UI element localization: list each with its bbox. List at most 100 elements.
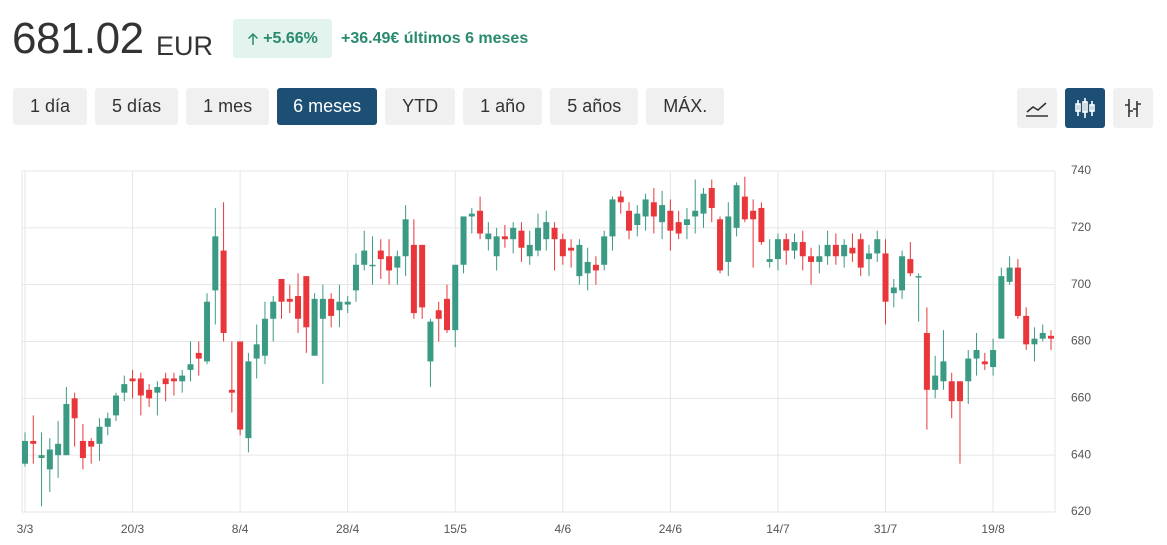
candle-body <box>717 219 724 271</box>
candle-body <box>526 244 533 257</box>
candle-body <box>71 398 78 419</box>
candle-body <box>228 389 235 393</box>
candle-body <box>204 301 211 362</box>
candle-body <box>874 239 881 254</box>
change-abs: +36.49€ últimos 6 meses <box>341 30 529 47</box>
line-icon <box>1026 102 1048 117</box>
candle-body <box>907 259 914 274</box>
candle-body <box>501 236 508 240</box>
candle-body <box>518 230 525 248</box>
candle-body <box>286 298 293 302</box>
candle-body <box>278 278 285 302</box>
y-tick-label: 700 <box>1071 277 1091 291</box>
candle-body <box>96 426 103 444</box>
x-tick-label: 3/3 <box>17 522 34 536</box>
candle-body <box>692 210 699 217</box>
candle-body <box>642 199 649 217</box>
candle-body <box>923 332 930 390</box>
candle-body <box>245 361 252 439</box>
price: 681.02 <box>12 14 144 63</box>
candle-body <box>510 227 517 240</box>
candle-body <box>659 205 666 223</box>
x-tick-label: 31/7 <box>874 522 898 536</box>
candle-body <box>899 256 906 291</box>
range-button[interactable]: 5 años <box>550 88 639 125</box>
candle-body <box>328 298 335 316</box>
candle-body <box>1023 315 1030 345</box>
candle-body <box>551 227 558 240</box>
candle-body <box>46 449 53 470</box>
candle-body <box>311 298 318 356</box>
candle-body <box>568 247 575 251</box>
candle-body <box>137 378 144 396</box>
range-button[interactable]: YTD <box>385 88 456 125</box>
candle-body <box>261 318 268 356</box>
candle-body <box>402 219 409 257</box>
candle-body <box>477 210 484 234</box>
line-chart-button[interactable] <box>1017 88 1057 128</box>
candle-body <box>675 222 682 234</box>
candle-body <box>559 239 566 257</box>
candle-icon <box>1075 98 1095 118</box>
candle-chart-button[interactable] <box>1065 88 1105 128</box>
range-button[interactable]: 1 día <box>13 88 88 125</box>
candle-body <box>220 250 227 333</box>
range-button[interactable]: 6 meses <box>277 88 378 125</box>
candle-body <box>104 418 111 427</box>
candle-body <box>162 378 169 385</box>
range-button[interactable]: 1 mes <box>186 88 270 125</box>
candle-body <box>493 236 500 257</box>
candle-body <box>543 222 550 240</box>
y-tick-label: 680 <box>1071 334 1091 348</box>
candle-body <box>857 239 864 268</box>
change-pct: +5.66% <box>263 29 318 47</box>
candle-body <box>973 350 980 359</box>
range-buttons: 1 día 5 días 1 mes 6 meses YTD 1 año 5 años MÁX… <box>13 88 725 125</box>
candle-body <box>965 358 972 382</box>
candle-body <box>535 227 541 251</box>
candle-body <box>336 301 343 311</box>
candle-body <box>129 378 136 382</box>
candle-body <box>79 440 86 459</box>
candle-body <box>63 404 70 456</box>
candle-body <box>700 193 707 214</box>
candle-body <box>667 210 674 231</box>
candle-body <box>319 298 326 319</box>
ohlc-icon <box>1125 99 1141 117</box>
candle-body <box>741 196 748 220</box>
candle-body <box>443 298 450 331</box>
candle-body <box>601 236 608 265</box>
candle-body <box>808 256 815 262</box>
range-button[interactable]: 5 días <box>95 88 179 125</box>
candle-body <box>733 185 740 228</box>
range-button[interactable]: MÁX. <box>646 88 725 125</box>
candle-body <box>295 296 302 319</box>
range-button[interactable]: 1 año <box>463 88 543 125</box>
candle-body <box>890 287 897 294</box>
candle-body <box>932 375 939 390</box>
candle-body <box>485 233 492 240</box>
change-badge: +5.66% <box>233 19 332 58</box>
candle-body <box>799 242 806 257</box>
candle-body <box>617 196 624 203</box>
candle-body <box>270 301 277 319</box>
candle-body <box>650 202 657 217</box>
candle-body <box>452 264 459 331</box>
candle-body <box>981 361 988 365</box>
candle-body <box>468 213 475 217</box>
candle-body <box>22 440 28 464</box>
candle-body <box>303 276 310 328</box>
x-tick-label: 14/7 <box>766 522 790 536</box>
candle-body <box>460 216 467 265</box>
candle-body <box>758 207 765 243</box>
candle-body <box>882 253 889 302</box>
candle-body <box>386 256 393 271</box>
candle-body <box>154 386 161 393</box>
ohlc-chart-button[interactable] <box>1113 88 1153 128</box>
candle-body <box>634 213 641 225</box>
candle-body <box>344 301 351 305</box>
candle-body <box>419 244 426 308</box>
candle-body <box>195 352 202 359</box>
x-tick-label: 4/6 <box>554 522 571 536</box>
